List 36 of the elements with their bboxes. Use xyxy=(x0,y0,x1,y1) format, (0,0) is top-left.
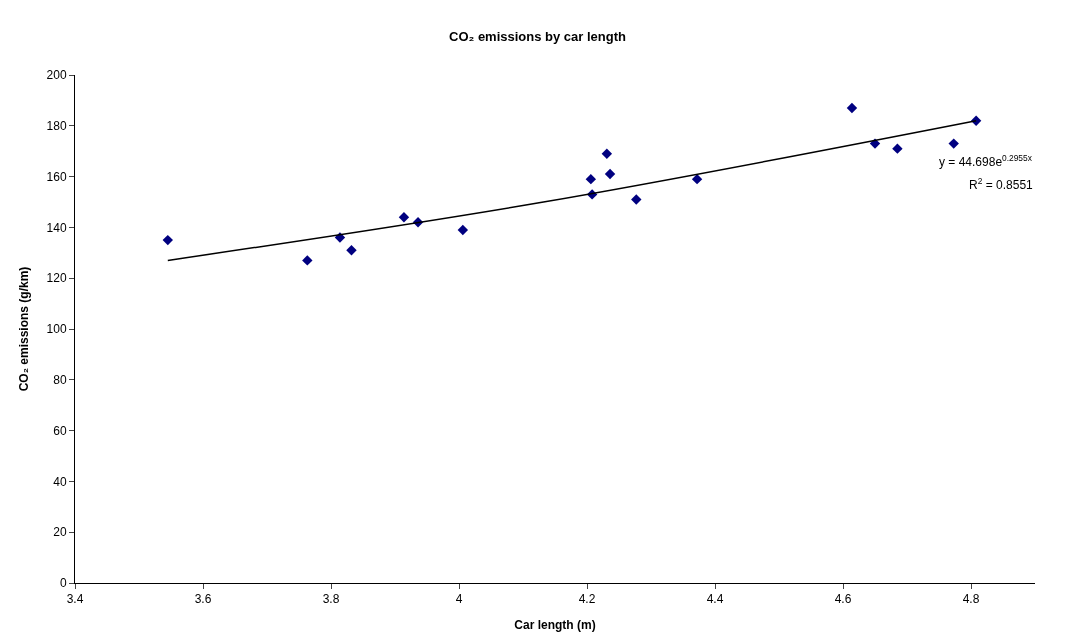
y-tick-label: 0 xyxy=(59,576,67,591)
x-tick-label: 3.4 xyxy=(66,592,84,607)
x-axis-title: Car length (m) xyxy=(514,618,596,633)
point xyxy=(457,224,469,236)
y-tick-label: 160 xyxy=(46,169,67,184)
point xyxy=(948,138,959,149)
point xyxy=(604,168,616,180)
point xyxy=(846,102,858,114)
x-tick-label: 4.6 xyxy=(834,592,852,607)
point xyxy=(302,255,313,266)
y-tick-label: 80 xyxy=(53,373,67,387)
x-tick-label: 3.8 xyxy=(322,592,340,607)
y-tick-label: 40 xyxy=(53,474,67,489)
point xyxy=(631,194,642,205)
y-tick-label: 140 xyxy=(46,220,67,235)
y-axis-title: CO₂ emissions (g/km) xyxy=(16,266,31,392)
chart-title: CO₂ emissions by car length xyxy=(449,29,627,45)
point xyxy=(585,173,597,185)
y-tick-label: 60 xyxy=(53,423,67,438)
x-tick-label: 3.6 xyxy=(194,592,212,607)
annotation: R$^{2}$ = 0.8551 xyxy=(969,176,1034,193)
y-tick-label: 180 xyxy=(46,119,67,133)
point xyxy=(892,143,903,154)
y-tick-label: 120 xyxy=(46,271,67,286)
x-tick-label: 4.2 xyxy=(578,592,596,607)
x-tick-label: 4 xyxy=(455,592,463,607)
annotation: y = 44.698e$^{0.2955x}$ xyxy=(939,153,1033,170)
x-tick-label: 4.4 xyxy=(706,592,724,607)
point xyxy=(601,148,613,159)
y-tick-label: 200 xyxy=(46,68,67,83)
point xyxy=(162,234,173,246)
point xyxy=(398,212,410,223)
x-tick-label: 4.8 xyxy=(962,592,980,607)
y-tick-label: 100 xyxy=(46,322,67,337)
y-tick-label: 20 xyxy=(53,525,67,540)
point xyxy=(346,245,357,256)
